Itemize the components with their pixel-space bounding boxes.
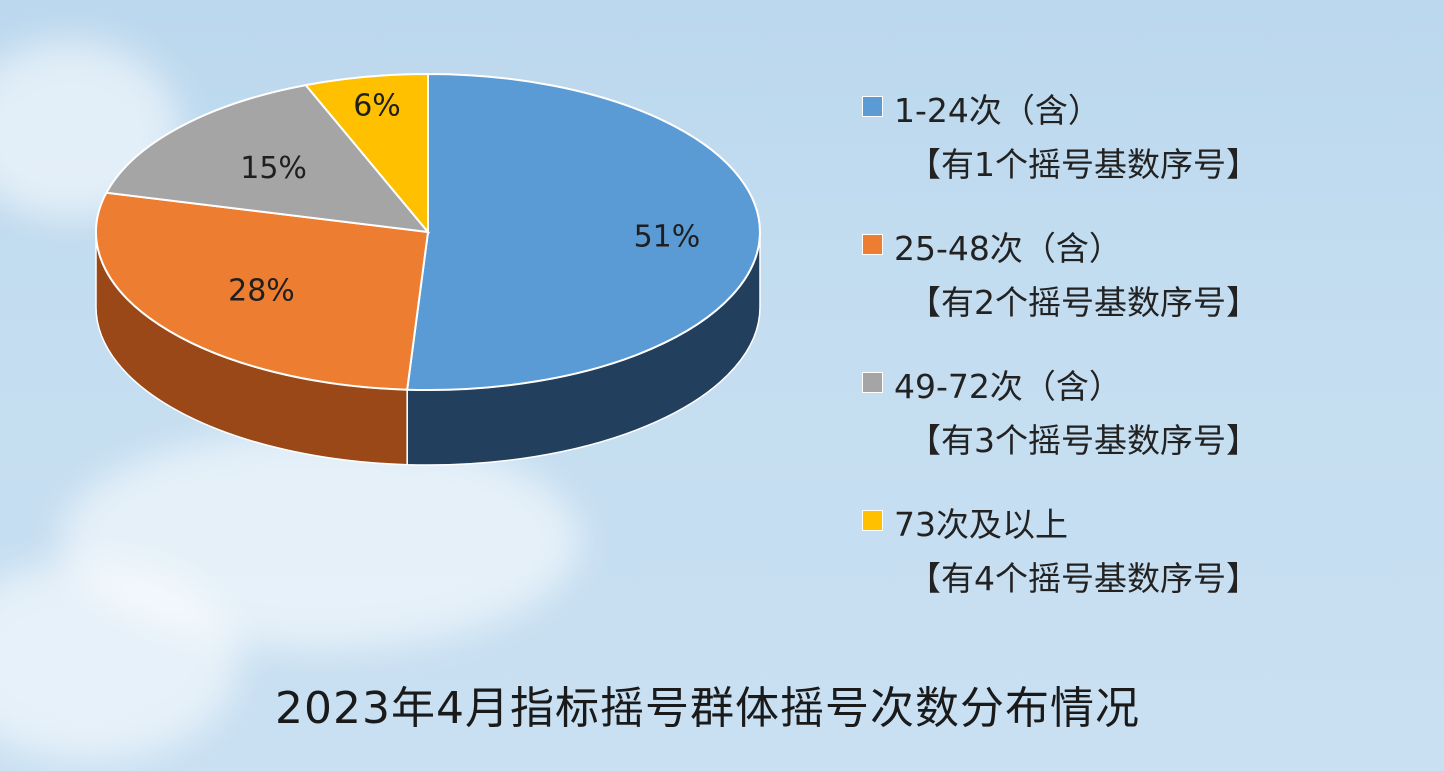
pie-data-label: 28% — [228, 274, 295, 309]
pie-chart: 51% 28% 15% 6% — [95, 72, 761, 466]
legend-label: 1-24次（含） — [894, 91, 1101, 130]
pie-slice — [406, 72, 761, 391]
legend-swatch — [862, 96, 883, 117]
legend-swatch — [862, 372, 883, 393]
pie-data-label: 51% — [634, 220, 701, 255]
pie-slice — [303, 72, 429, 235]
pie-slice — [104, 84, 431, 234]
legend-label: 73次及以上 — [894, 505, 1068, 544]
legend-sublabel: 【有2个摇号基数序号】 — [908, 283, 1259, 322]
pie-data-label: 6% — [353, 89, 401, 124]
legend-sublabel: 【有4个摇号基数序号】 — [908, 559, 1259, 598]
legend-sublabel: 【有3个摇号基数序号】 — [908, 421, 1259, 460]
pie-slice — [95, 191, 430, 391]
pie-data-label: 15% — [240, 151, 307, 186]
legend-swatch — [862, 234, 883, 255]
legend-sublabel: 【有1个摇号基数序号】 — [908, 145, 1259, 184]
chart-title: 2023年4月指标摇号群体摇号次数分布情况 — [275, 683, 1140, 734]
legend-label: 25-48次（含） — [894, 229, 1122, 268]
legend-swatch — [862, 510, 883, 531]
legend-label: 49-72次（含） — [894, 367, 1122, 406]
